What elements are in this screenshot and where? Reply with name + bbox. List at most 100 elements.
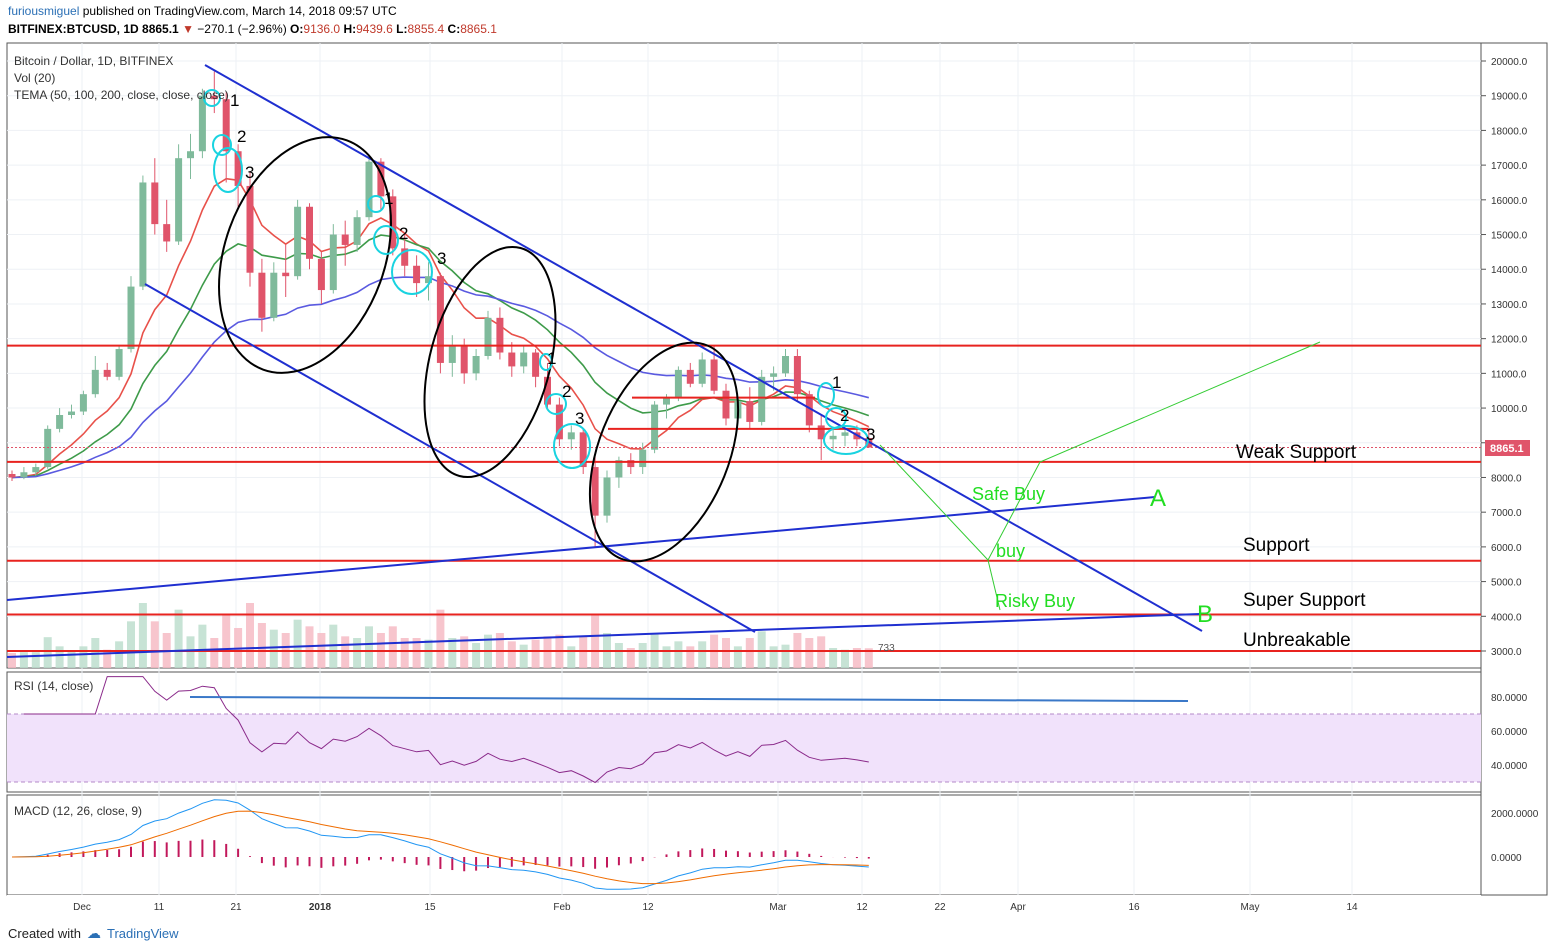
wave-number: 2 <box>840 406 849 425</box>
volume-bar <box>567 646 576 668</box>
low-label: L: <box>396 22 408 36</box>
volume-bar <box>626 648 635 668</box>
wave-number: 2 <box>399 224 408 243</box>
symbol-line: BITFINEX:BTCUSD, 1D 8865.1 ▼ −270.1 (−2.… <box>8 22 497 36</box>
rsi-tick-label: 40.0000 <box>1491 761 1528 772</box>
tradingview-link[interactable]: TradingView <box>106 926 179 941</box>
volume-bar <box>686 646 695 668</box>
price-scale[interactable] <box>1480 42 1548 896</box>
rsi-trendline <box>189 696 1189 702</box>
price-tick-label: 10000.0 <box>1491 404 1528 415</box>
publisher-link[interactable]: furiousmiguel <box>8 4 80 18</box>
annotation-label: Risky Buy <box>995 591 1075 611</box>
time-tick-label: Mar <box>769 902 787 913</box>
volume-bar <box>138 603 147 668</box>
candle-body <box>246 185 254 273</box>
candle-body <box>353 217 361 245</box>
candle-body <box>484 317 492 356</box>
candle-body <box>127 286 135 350</box>
candle-body <box>151 182 159 225</box>
lower-trendline <box>144 283 756 633</box>
volume-bar <box>638 643 647 668</box>
volume-bar <box>55 646 64 668</box>
wave-number: 1 <box>547 349 556 368</box>
time-tick-label: 12 <box>856 902 868 913</box>
annotation-label: Weak Support <box>1236 442 1357 463</box>
candle-body <box>294 206 302 277</box>
wave-number: 1 <box>230 91 239 110</box>
candle-body <box>710 359 718 391</box>
support-trendline-b <box>6 613 1201 658</box>
volume-bar <box>115 641 124 668</box>
macd-tick-label: 0.0000 <box>1491 853 1522 864</box>
volume-bar <box>531 639 540 668</box>
candle-body <box>841 432 849 436</box>
wave-number: 3 <box>575 409 584 428</box>
annotation-labels: Weak Support Support Super Support Unbreaka… <box>230 91 1366 654</box>
pattern-ellipse <box>218 136 392 374</box>
rsi-plot <box>7 676 1481 784</box>
volume-bar <box>305 626 314 668</box>
candle-body <box>115 349 123 377</box>
trend-drawings[interactable] <box>6 64 1321 658</box>
volume-bar <box>591 614 600 668</box>
wave-number: 3 <box>245 163 254 182</box>
volume-bar <box>472 643 481 668</box>
vol-pane-title: Vol (20) <box>14 71 55 85</box>
price-axis-ticks: 20000.0 19000.0 18000.0 17000.0 16000.0 15000… <box>1481 57 1539 864</box>
horizontal-levels[interactable] <box>7 344 1481 652</box>
time-tick-label: 2018 <box>309 902 332 913</box>
time-tick-label: Dec <box>73 902 91 913</box>
candle-body <box>603 477 611 516</box>
price-tick-label: 8000.0 <box>1491 473 1522 484</box>
price-tick-label: 19000.0 <box>1491 92 1528 103</box>
candle-body <box>615 460 623 478</box>
volume-bar <box>424 639 433 668</box>
candle-body <box>674 369 682 398</box>
time-scale[interactable] <box>7 895 1481 915</box>
price-tick-label: 13000.0 <box>1491 300 1528 311</box>
wave-marker-circle <box>545 393 567 415</box>
wave-number: 1 <box>832 373 841 392</box>
risky-buy-path <box>987 559 1001 611</box>
macd-plot <box>11 799 870 890</box>
candle-body <box>472 356 480 374</box>
candle-body <box>805 394 813 426</box>
candle-body <box>532 352 540 377</box>
wave-marker-circle <box>373 225 399 255</box>
volume-bar <box>781 644 790 668</box>
wave-number: 3 <box>866 425 875 444</box>
candle-body <box>32 467 40 473</box>
annotation-label: A <box>1150 485 1166 512</box>
candle-body <box>544 376 551 405</box>
candle-body <box>758 376 766 422</box>
annotation-label: Super Support <box>1243 590 1366 611</box>
candle-body <box>8 474 16 478</box>
macd-tick-label: 2000.0000 <box>1491 809 1539 820</box>
support-trendline-a <box>6 496 1156 601</box>
volume-bar <box>222 614 231 668</box>
volume-bar <box>246 603 254 668</box>
wave-number: 1 <box>384 189 393 208</box>
candle-body <box>639 449 647 468</box>
volume-bar <box>745 638 754 668</box>
volume-bar <box>198 624 207 668</box>
volume-bar <box>722 638 730 668</box>
volume-bar <box>817 636 826 668</box>
candle-body <box>698 359 706 384</box>
candle-body <box>270 272 278 318</box>
price-tick-label: 5000.0 <box>1491 578 1522 589</box>
price-tick-label: 12000.0 <box>1491 335 1528 346</box>
wave-marker-circle <box>823 425 869 455</box>
wave-marker-circle <box>203 89 221 107</box>
open-value: 9136.0 <box>303 22 341 36</box>
volume-bar <box>733 646 742 668</box>
volume-bar <box>805 638 814 668</box>
last-price: 8865.1 <box>142 22 179 36</box>
tema-title: TEMA (50, 100, 200, close, close, close) <box>14 88 229 102</box>
candle-body <box>425 276 432 284</box>
candle-body <box>496 317 504 353</box>
volume-bar <box>864 648 873 668</box>
volume-bar <box>269 629 278 668</box>
